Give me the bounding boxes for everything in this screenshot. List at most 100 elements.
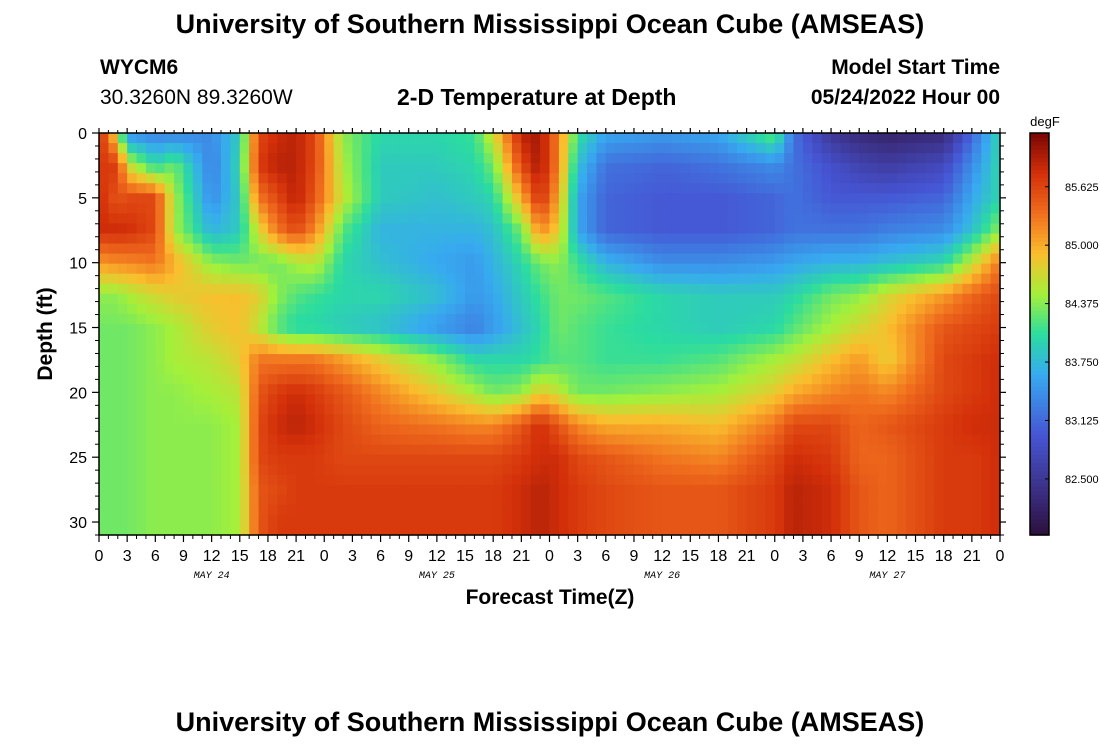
heatmap-cell <box>502 153 513 164</box>
heatmap-cell <box>155 283 166 295</box>
heatmap-cell <box>446 243 457 255</box>
heatmap-cell <box>962 504 973 516</box>
heatmap-cell <box>746 263 757 275</box>
heatmap-cell <box>849 143 860 154</box>
heatmap-cell <box>530 484 541 496</box>
colorbar-segment <box>1030 338 1049 343</box>
heatmap-cell <box>174 344 185 355</box>
x-tick-label: 0 <box>996 548 1005 565</box>
heatmap-cell <box>361 303 372 315</box>
heatmap-cell <box>877 223 888 235</box>
heatmap-cell <box>211 494 222 506</box>
heatmap-cell <box>164 354 175 365</box>
heatmap-cell <box>727 133 738 144</box>
heatmap-cell <box>821 384 832 395</box>
colorbar-segment <box>1030 189 1049 194</box>
heatmap-cell <box>324 323 335 335</box>
heatmap-cell <box>981 424 992 436</box>
heatmap-cell <box>136 133 147 144</box>
heatmap-cell <box>465 143 476 154</box>
heatmap-cell <box>230 334 241 345</box>
heatmap-cell <box>784 384 795 395</box>
heatmap-cell <box>587 153 598 164</box>
heatmap-cell <box>915 203 926 214</box>
heatmap-cell <box>333 444 344 456</box>
heatmap-cell <box>540 334 551 345</box>
heatmap-cell <box>202 454 213 466</box>
heatmap-cell <box>286 394 297 405</box>
heatmap-cell <box>286 213 297 225</box>
heatmap-cell <box>840 364 851 375</box>
heatmap-cell <box>389 484 400 496</box>
heatmap-cell <box>145 143 156 154</box>
heatmap-cell <box>164 334 175 345</box>
heatmap-cell <box>962 354 973 365</box>
heatmap-cell <box>802 163 813 174</box>
heatmap-cell <box>568 434 579 446</box>
heatmap-cell <box>399 143 410 154</box>
x-tick-label: 3 <box>123 548 132 565</box>
colorbar-segment <box>1030 458 1049 464</box>
heatmap-cell <box>99 514 109 526</box>
heatmap-cell <box>540 183 551 194</box>
heatmap-cell <box>455 354 466 365</box>
heatmap-cell <box>530 263 541 275</box>
heatmap-cell <box>727 263 738 275</box>
heatmap-cell <box>887 203 898 214</box>
heatmap-cell <box>192 464 203 476</box>
heatmap-cell <box>474 223 485 235</box>
heatmap-cell <box>690 243 701 255</box>
heatmap-cell <box>145 173 156 184</box>
heatmap-cell <box>662 193 673 204</box>
heatmap-cell <box>183 464 194 476</box>
heatmap-cell <box>859 394 870 405</box>
heatmap-cell <box>765 354 776 365</box>
heatmap-cell <box>587 263 598 275</box>
heatmap-cell <box>868 434 879 446</box>
heatmap-cell <box>408 354 419 365</box>
heatmap-cell <box>849 444 860 456</box>
heatmap-cell <box>436 253 447 265</box>
heatmap-cell <box>183 293 194 305</box>
heatmap-cell <box>296 253 307 265</box>
heatmap-cell <box>174 203 185 214</box>
heatmap-cell <box>145 434 156 446</box>
heatmap-cell <box>971 384 982 395</box>
heatmap-cell <box>258 293 269 305</box>
heatmap-cell <box>652 133 663 144</box>
heatmap-cell <box>643 283 654 295</box>
heatmap-cell <box>521 243 532 255</box>
heatmap-cell <box>399 223 410 235</box>
heatmap-cell <box>277 454 288 466</box>
heatmap-cell <box>765 374 776 385</box>
heatmap-cell <box>455 253 466 265</box>
heatmap-cell <box>333 434 344 446</box>
heatmap-cell <box>455 494 466 506</box>
heatmap-cell <box>521 203 532 214</box>
heatmap-cell <box>324 344 335 355</box>
colorbar-segment <box>1030 450 1049 456</box>
heatmap-cell <box>971 414 982 426</box>
heatmap-cell <box>990 464 1001 476</box>
heatmap-cell <box>812 283 823 295</box>
heatmap-cell <box>680 334 691 345</box>
heatmap-cell <box>108 253 119 265</box>
heatmap-cell <box>183 183 194 194</box>
y-tick-label: 10 <box>69 256 87 273</box>
colorbar-segment <box>1030 490 1049 496</box>
heatmap-cell <box>305 193 316 204</box>
heatmap-cell <box>530 364 541 375</box>
heatmap-cell <box>587 444 598 456</box>
heatmap-cell <box>943 524 954 536</box>
heatmap-cell <box>605 394 616 405</box>
heatmap-cell <box>624 223 635 235</box>
heatmap-cell <box>906 303 917 315</box>
heatmap-cell <box>671 344 682 355</box>
heatmap-cell <box>709 263 720 275</box>
heatmap-cell <box>652 394 663 405</box>
heatmap-cell <box>793 474 804 486</box>
heatmap-cell <box>483 494 494 506</box>
heatmap-cell <box>418 424 429 436</box>
heatmap-cell <box>117 444 128 456</box>
colorbar-segment <box>1030 494 1049 500</box>
